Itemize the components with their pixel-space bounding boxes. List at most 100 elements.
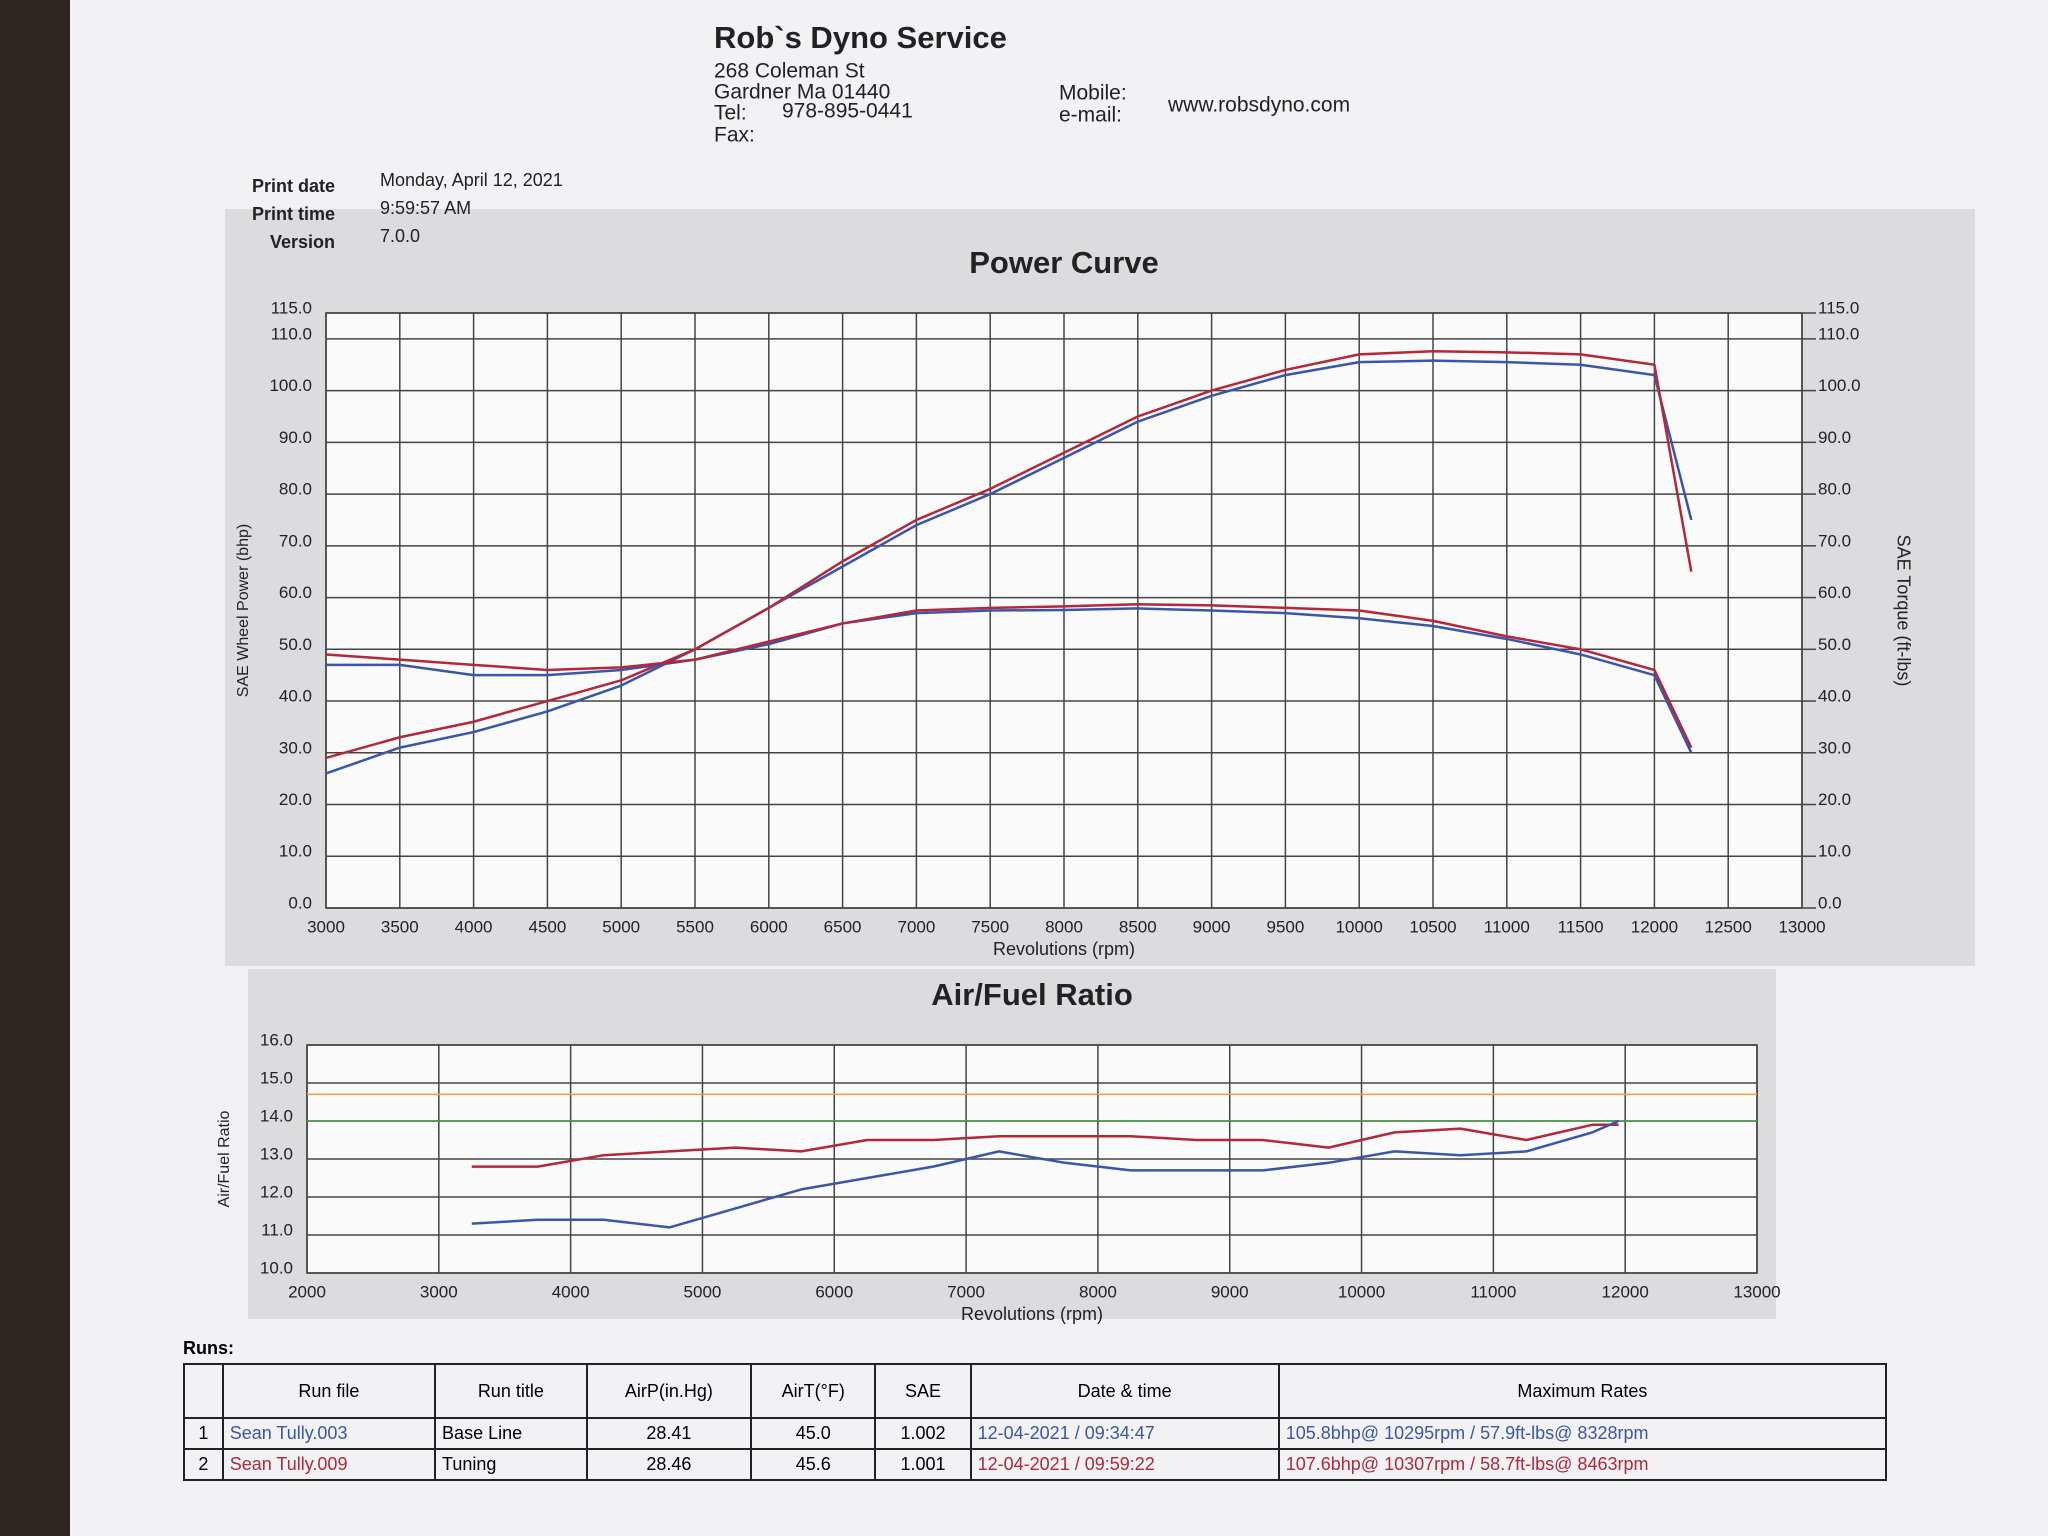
runs-label: Runs: bbox=[183, 1338, 234, 1358]
y-tick-label: 20.0 bbox=[279, 790, 312, 809]
y2-tick-label: 80.0 bbox=[1818, 480, 1851, 499]
x-tick-label: 7500 bbox=[971, 917, 1009, 936]
print-value: 9:59:57 AM bbox=[380, 198, 471, 218]
x-tick-label: 5000 bbox=[684, 1282, 722, 1301]
run-cell: 1 bbox=[183, 1417, 224, 1450]
runs-table: Run file Run title AirP(in.Hg) AirT(°F) SAE D… bbox=[183, 1363, 1888, 1481]
x-tick-label: 2000 bbox=[288, 1282, 326, 1301]
y2-tick-label: 90.0 bbox=[1818, 428, 1851, 447]
x-tick-label: 7000 bbox=[947, 1282, 985, 1301]
x-tick-label: 10500 bbox=[1409, 917, 1456, 936]
y-tick-label: 40.0 bbox=[279, 687, 312, 706]
run-cell: 45.0 bbox=[750, 1417, 877, 1450]
x-tick-label: 3000 bbox=[420, 1282, 458, 1301]
x-tick-label: 3500 bbox=[381, 917, 419, 936]
email-label: e-mail: bbox=[1059, 104, 1122, 127]
run-cell: 105.8bhp@ 10295rpm / 57.9ft-lbs@ 8328rpm bbox=[1277, 1417, 1888, 1450]
print-label: Version bbox=[270, 232, 335, 252]
x-tick-label: 9000 bbox=[1211, 1282, 1249, 1301]
series-line bbox=[325, 603, 1693, 749]
print-value: 7.0.0 bbox=[380, 226, 420, 246]
tel-label: Tel: bbox=[714, 102, 747, 125]
y2-tick-label: 70.0 bbox=[1818, 531, 1851, 550]
y-tick-label: 60.0 bbox=[279, 583, 312, 602]
run-cell: 28.41 bbox=[585, 1417, 753, 1450]
series-line bbox=[471, 1123, 1619, 1168]
run-cell: 107.6bhp@ 10307rpm / 58.7ft-lbs@ 8463rpm bbox=[1277, 1448, 1888, 1481]
x-tick-label: 8500 bbox=[1119, 917, 1157, 936]
y2-tick-label: 100.0 bbox=[1818, 376, 1861, 395]
run-row: 2 Sean Tully.009 Tuning 28.46 45.6 1.001 12-04… bbox=[183, 1448, 1888, 1481]
y-tick-label: 14.0 bbox=[260, 1106, 293, 1125]
run-cell: 28.46 bbox=[585, 1448, 753, 1481]
y2-tick-label: 40.0 bbox=[1818, 687, 1851, 706]
y-axis-label: SAE Wheel Power (bhp) bbox=[235, 524, 252, 697]
y-tick-label: 0.0 bbox=[288, 893, 312, 912]
website: www.robsdyno.com bbox=[1167, 94, 1350, 117]
series-line bbox=[471, 1119, 1620, 1229]
x-tick-label: 13000 bbox=[1778, 917, 1825, 936]
y2-axis-label: SAE Torque (ft-lbs) bbox=[1893, 535, 1913, 687]
run-cell: Sean Tully.003 bbox=[221, 1417, 437, 1450]
x-tick-label: 6000 bbox=[750, 917, 788, 936]
x-tick-label: 6500 bbox=[824, 917, 862, 936]
x-tick-label: 4500 bbox=[528, 917, 566, 936]
x-axis-label: Revolutions (rpm) bbox=[993, 939, 1135, 959]
header-cell: Run title bbox=[434, 1363, 588, 1419]
x-tick-label: 3000 bbox=[307, 917, 345, 936]
run-cell: 12-04-2021 / 09:59:22 bbox=[969, 1448, 1280, 1481]
y2-tick-label: 60.0 bbox=[1818, 583, 1851, 602]
run-cell: 1.002 bbox=[874, 1417, 972, 1450]
y2-tick-label: 110.0 bbox=[1818, 324, 1859, 343]
y-tick-label: 50.0 bbox=[279, 635, 312, 654]
print-label: Print time bbox=[252, 204, 335, 224]
company: Rob`s Dyno Service bbox=[714, 20, 1007, 55]
x-tick-label: 13000 bbox=[1733, 1282, 1780, 1301]
run-cell: Tuning bbox=[434, 1448, 588, 1481]
run-cell: Base Line bbox=[434, 1417, 588, 1450]
y-axis-label: Air/Fuel Ratio bbox=[216, 1110, 233, 1207]
header-cell: SAE bbox=[874, 1363, 972, 1419]
y2-tick-label: 115.0 bbox=[1818, 298, 1859, 317]
header-cell bbox=[183, 1363, 224, 1419]
x-tick-label: 9500 bbox=[1266, 917, 1304, 936]
x-axis-label: Revolutions (rpm) bbox=[961, 1304, 1103, 1324]
y-tick-label: 100.0 bbox=[269, 376, 312, 395]
runs-section: Runs: Run file Run title AirP(in.Hg) AirT(°… bbox=[183, 1338, 1888, 1481]
y-tick-label: 10.0 bbox=[279, 842, 312, 861]
y-tick-label: 90.0 bbox=[279, 428, 312, 447]
y-tick-label: 80.0 bbox=[279, 480, 312, 499]
x-tick-label: 10000 bbox=[1338, 1282, 1385, 1301]
run-row: 1 Sean Tully.003 Base Line 28.41 45.0 1.002 12… bbox=[183, 1417, 1888, 1450]
y-tick-label: 115.0 bbox=[271, 298, 312, 317]
address-line: 268 Coleman St bbox=[714, 60, 865, 83]
y2-tick-label: 10.0 bbox=[1818, 842, 1851, 861]
print-value: Monday, April 12, 2021 bbox=[380, 170, 563, 190]
series-line bbox=[325, 359, 1693, 775]
tel: 978-895-0441 bbox=[782, 100, 913, 123]
run-cell: 45.6 bbox=[750, 1448, 877, 1481]
x-tick-label: 12000 bbox=[1631, 917, 1678, 936]
x-tick-label: 8000 bbox=[1079, 1282, 1117, 1301]
x-tick-label: 7000 bbox=[897, 917, 935, 936]
header-cell: Maximum Rates bbox=[1277, 1363, 1888, 1419]
y2-tick-label: 50.0 bbox=[1818, 635, 1851, 654]
series-line bbox=[326, 607, 1693, 754]
x-tick-label: 5000 bbox=[602, 917, 640, 936]
x-tick-label: 6000 bbox=[815, 1282, 853, 1301]
y2-tick-label: 30.0 bbox=[1818, 738, 1851, 757]
run-cell: 2 bbox=[183, 1448, 224, 1481]
y-tick-label: 11.0 bbox=[261, 1220, 293, 1239]
y-tick-label: 15.0 bbox=[260, 1068, 293, 1087]
x-tick-label: 11000 bbox=[1470, 1282, 1516, 1301]
chart-title: Power Curve bbox=[969, 245, 1159, 280]
run-cell: 12-04-2021 / 09:34:47 bbox=[969, 1417, 1280, 1450]
x-tick-label: 5500 bbox=[676, 917, 714, 936]
fax-label: Fax: bbox=[714, 124, 755, 147]
header-cell: Run file bbox=[221, 1363, 437, 1419]
chart-title: Air/Fuel Ratio bbox=[931, 977, 1133, 1012]
run-cell: Sean Tully.009 bbox=[221, 1448, 437, 1481]
run-cell: 1.001 bbox=[874, 1448, 972, 1481]
